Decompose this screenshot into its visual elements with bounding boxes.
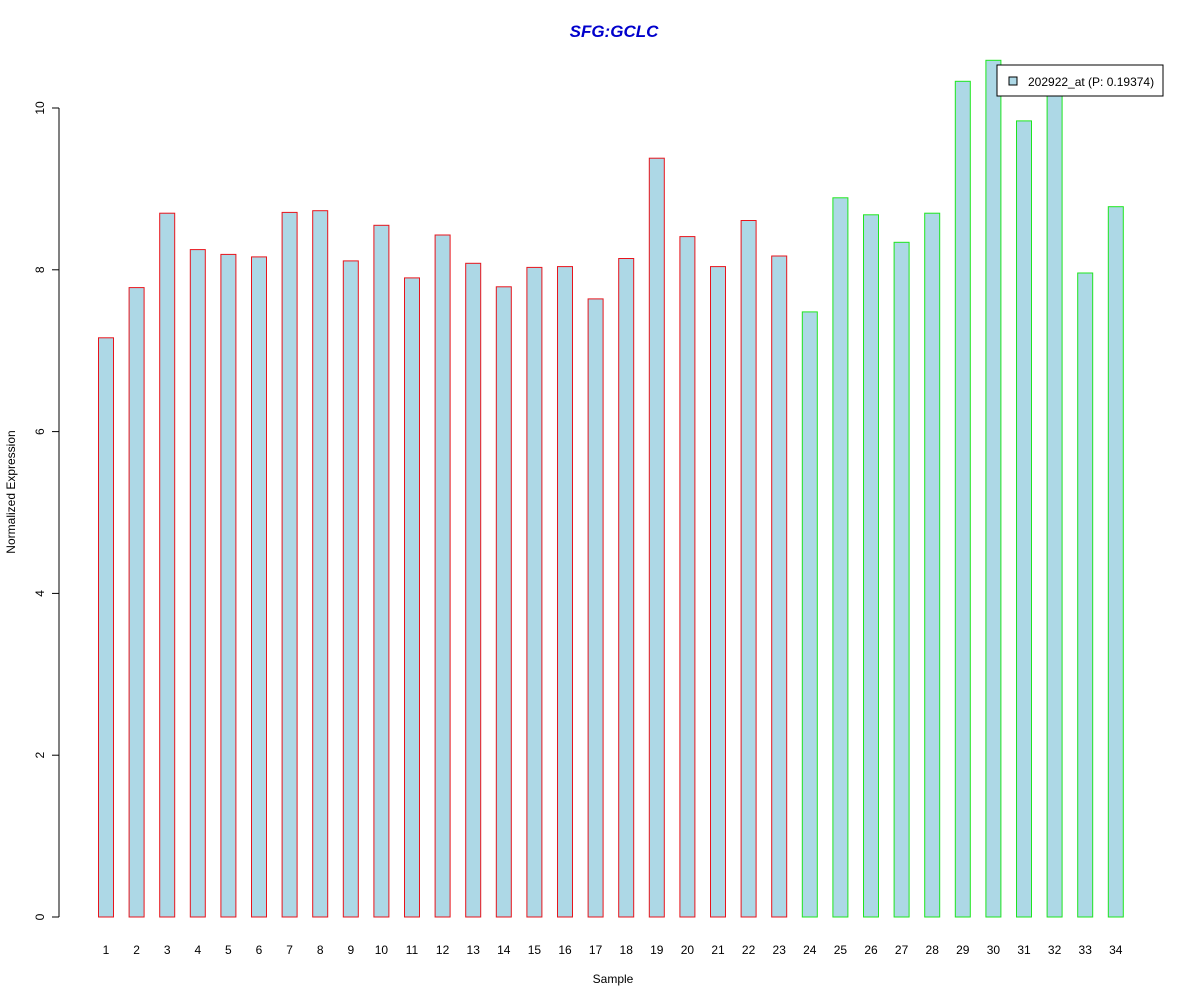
x-tick-label: 31 bbox=[1017, 943, 1031, 957]
bar-sample-10 bbox=[373, 224, 390, 918]
bar-sample-2 bbox=[128, 287, 145, 918]
legend: 202922_at (P: 0.19374) bbox=[996, 64, 1164, 97]
bar-sample-4 bbox=[189, 249, 206, 918]
bar-sample-25 bbox=[832, 197, 849, 918]
legend-swatch bbox=[1008, 76, 1018, 86]
bar-sample-17 bbox=[587, 298, 604, 918]
y-axis: 0 2 4 6 8 10 bbox=[33, 101, 60, 920]
x-tick-labels: 1 2 3 4 5 6 7 8 9 10 11 12 13 14 15 16 17 18 19 20 21 22 23 24 2… bbox=[103, 943, 1123, 957]
x-tick-label: 28 bbox=[926, 943, 940, 957]
bar-sample-11 bbox=[404, 277, 420, 918]
bar-sample-34 bbox=[1107, 206, 1124, 918]
x-tick-label: 24 bbox=[803, 943, 817, 957]
x-tick-label: 12 bbox=[436, 943, 450, 957]
legend-box bbox=[996, 64, 1164, 97]
bar-sample-21 bbox=[710, 266, 726, 918]
x-tick-label: 27 bbox=[895, 943, 909, 957]
y-tick-label: 2 bbox=[33, 752, 47, 759]
bar-sample-3 bbox=[159, 212, 176, 918]
bar-sample-20 bbox=[679, 236, 696, 918]
x-tick-label: 34 bbox=[1109, 943, 1123, 957]
x-tick-label: 13 bbox=[467, 943, 481, 957]
y-tick-label: 10 bbox=[33, 101, 47, 115]
x-tick-label: 21 bbox=[711, 943, 725, 957]
y-tick-label: 4 bbox=[33, 590, 47, 597]
x-tick-label: 17 bbox=[589, 943, 603, 957]
x-tick-label: 23 bbox=[773, 943, 787, 957]
bar-sample-27 bbox=[893, 241, 910, 918]
bars bbox=[98, 59, 1124, 918]
bar-sample-18 bbox=[618, 258, 635, 918]
x-tick-label: 32 bbox=[1048, 943, 1062, 957]
bar-sample-6 bbox=[251, 256, 267, 918]
bar-sample-13 bbox=[465, 262, 482, 918]
bar-sample-8 bbox=[312, 210, 329, 918]
x-tick-label: 2 bbox=[133, 943, 140, 957]
x-tick-label: 6 bbox=[256, 943, 263, 957]
x-tick-label: 29 bbox=[956, 943, 970, 957]
x-tick-label: 11 bbox=[406, 943, 419, 957]
bar-sample-15 bbox=[526, 266, 543, 918]
bar-sample-32 bbox=[1046, 94, 1063, 918]
bar-sample-14 bbox=[495, 286, 512, 918]
x-tick-label: 10 bbox=[375, 943, 389, 957]
bar-sample-30 bbox=[985, 59, 1002, 918]
bar-sample-31 bbox=[1016, 120, 1032, 918]
y-axis-label: Normalized Expression bbox=[4, 430, 18, 553]
bar-sample-19 bbox=[648, 157, 665, 918]
bar-sample-23 bbox=[771, 255, 788, 918]
x-tick-label: 7 bbox=[286, 943, 293, 957]
legend-label: 202922_at (P: 0.19374) bbox=[1028, 75, 1154, 89]
x-tick-label: 8 bbox=[317, 943, 324, 957]
x-tick-label: 26 bbox=[864, 943, 878, 957]
x-tick-label: 15 bbox=[528, 943, 542, 957]
x-tick-label: 33 bbox=[1079, 943, 1093, 957]
x-tick-label: 16 bbox=[558, 943, 572, 957]
bar-sample-1 bbox=[98, 337, 114, 918]
x-tick-label: 30 bbox=[987, 943, 1001, 957]
x-axis-label: Sample bbox=[593, 972, 634, 986]
bar-sample-22 bbox=[740, 220, 757, 918]
bar-sample-33 bbox=[1077, 272, 1094, 918]
x-tick-label: 19 bbox=[650, 943, 664, 957]
bar-sample-7 bbox=[281, 211, 298, 918]
y-tick-label: 8 bbox=[33, 266, 47, 273]
bar-sample-24 bbox=[801, 311, 818, 918]
x-tick-label: 4 bbox=[194, 943, 201, 957]
bar-sample-16 bbox=[557, 266, 573, 918]
bar-sample-5 bbox=[220, 253, 237, 918]
x-tick-label: 18 bbox=[620, 943, 634, 957]
x-tick-label: 1 bbox=[103, 943, 110, 957]
chart-title: SFG:GCLC bbox=[570, 22, 659, 41]
y-tick-label: 0 bbox=[33, 913, 47, 920]
bar-sample-9 bbox=[342, 260, 359, 918]
x-tick-label: 25 bbox=[834, 943, 848, 957]
bar-sample-28 bbox=[924, 212, 941, 918]
bar-sample-12 bbox=[434, 234, 451, 918]
y-tick-label: 6 bbox=[33, 428, 47, 435]
x-tick-label: 3 bbox=[164, 943, 171, 957]
bar-sample-26 bbox=[863, 214, 879, 918]
x-tick-label: 22 bbox=[742, 943, 756, 957]
x-tick-label: 5 bbox=[225, 943, 232, 957]
x-tick-label: 9 bbox=[347, 943, 354, 957]
x-tick-label: 14 bbox=[497, 943, 511, 957]
bar-sample-29 bbox=[954, 80, 971, 918]
x-tick-label: 20 bbox=[681, 943, 695, 957]
